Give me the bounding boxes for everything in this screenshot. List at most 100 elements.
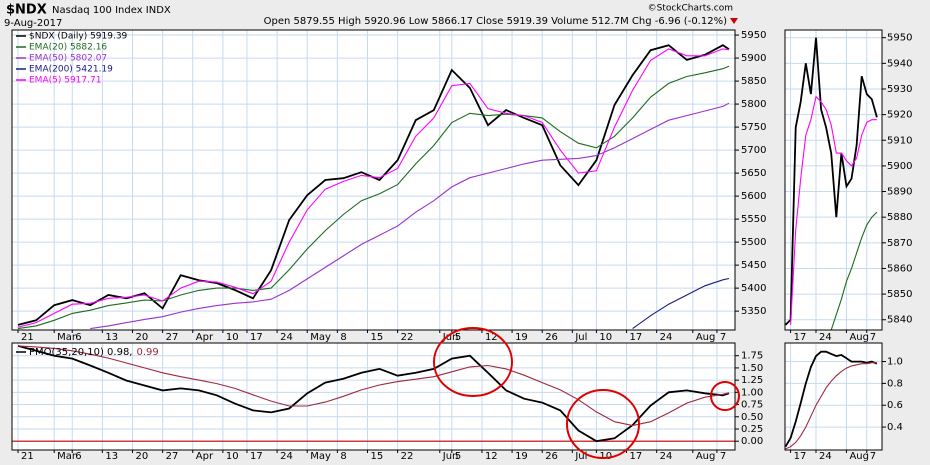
x-tick-label: 21 [21,451,34,462]
y-tick-label: 5800 [741,99,766,110]
change-indicator [730,18,738,24]
x-tick-label: Aug [849,332,869,343]
legend-label: EMA(5) 5917.71 [29,76,101,86]
legend-label: EMA(20) 5882.16 [29,43,107,53]
panel: 5350 5400 5450 5500 5550 5600 5650 5700 5750 5800… [11,29,766,343]
x-tick-label: 24 [660,332,673,343]
series-line [632,277,730,330]
x-tick-label: 22 [401,332,414,343]
x-tick-label: 7 [870,332,876,343]
legend-label: EMA(50) 5802.07 [29,54,107,64]
x-tick-label: 10 [599,332,612,343]
security-name: Nasdaq 100 Index INDX [52,5,171,16]
x-tick-label: Mar [57,332,77,343]
x-tick-label: Jul [574,332,587,343]
x-tick-label: 27 [166,332,179,343]
x-tick-label: 24 [819,451,832,462]
x-tick-label: 21 [21,332,34,343]
x-tick-label: May [310,332,331,343]
x-tick-label: 12 [485,332,498,343]
x-tick-label: 10 [226,451,239,462]
x-tick-label: Jun [442,451,459,462]
series-line [790,95,877,325]
date: 9-Aug-2017 [4,18,62,29]
y-tick-label: 1.0 [887,357,903,368]
x-tick-label: 17 [250,451,263,462]
y-tick-label: 0.4 [887,422,903,433]
x-tick-label: 26 [545,332,558,343]
x-tick-label: 22 [401,451,414,462]
plot-area [785,343,882,450]
series-line [17,345,730,443]
x-tick-label: 17 [630,451,643,462]
y-tick-label: 5750 [741,122,766,133]
x-tick-label: 27 [166,451,179,462]
y-tick-label: 1.75 [741,351,763,362]
symbol: $NDX [6,3,47,18]
panel: 0.4 0.6 0.8 1.0 17 24 Aug 7 [784,342,903,462]
annotations [433,327,740,459]
x-tick-label: 15 [370,332,383,343]
legend-label: PMO(35,20,10) 0.98, [29,347,133,358]
x-tick-label: 19 [515,332,528,343]
y-tick-label: 0.25 [741,424,763,435]
panel: 5840 5850 5860 5870 5880 5890 5900 5910 5920 5930… [784,29,912,343]
y-tick-label: 5880 [887,212,912,223]
y-tick-label: 1.00 [741,387,763,398]
x-tick-label: 24 [280,451,293,462]
x-tick-label: 17 [794,332,807,343]
y-tick-label: 5940 [887,58,912,69]
x-tick-label: Jul [574,451,587,462]
x-tick-label: Apr [196,332,214,343]
x-tick-label: 8 [340,451,346,462]
watermark: ©StockCharts.com [648,4,733,14]
x-tick-label: 19 [515,451,528,462]
y-tick-label: 5890 [887,187,912,198]
y-tick-label: 5870 [887,238,912,249]
y-tick-label: 0.6 [887,400,903,411]
x-tick-label: 20 [136,332,149,343]
series-line [17,48,730,328]
x-tick-label: 17 [250,332,263,343]
x-tick-label: Aug [696,332,716,343]
x-tick-label: Mar [57,451,77,462]
x-tick-label: 24 [819,332,832,343]
y-tick-label: 5950 [887,33,912,44]
x-tick-label: 13 [105,451,118,462]
x-tick-label: 13 [105,332,118,343]
x-tick-label: 17 [630,332,643,343]
x-tick-label: Aug [849,451,869,462]
annotation-circle [433,327,513,397]
x-tick-label: 26 [545,451,558,462]
y-tick-label: 0.75 [741,400,763,411]
y-tick-label: 5850 [887,289,912,300]
y-tick-label: 1.50 [741,363,763,374]
plot-border [11,342,736,451]
y-tick-label: 0.00 [741,436,763,447]
series-line [785,37,878,326]
x-tick-label: Jun [442,332,459,343]
legend-label: $NDX (Daily) 5919.39 [29,32,128,42]
y-tick-label: 5350 [741,306,766,317]
y-tick-label: 5550 [741,214,766,225]
series-line [830,211,878,330]
y-tick-label: 5930 [887,84,912,95]
y-tick-label: 5920 [887,110,912,121]
y-tick-label: 5850 [741,76,766,87]
series-line [785,362,877,450]
annotation-circle [566,389,640,459]
plots: 5350 5400 5450 5500 5550 5600 5650 5700 5750 5800… [11,29,912,462]
series-line [17,44,730,326]
y-tick-label: 5450 [741,260,766,271]
y-tick-label: 5650 [741,168,766,179]
panel: 0.000.250.500.75 1.001.251.501.75 21 Mar 6 13… [11,342,763,462]
series-line [17,65,730,330]
x-tick-label: Aug [696,451,716,462]
legend-label: 0.99 [137,347,159,358]
x-tick-label: 7 [720,451,726,462]
annotation-circle [710,381,740,411]
plot-border [784,29,883,331]
x-tick-label: 15 [370,451,383,462]
x-tick-label: 5 [455,332,461,343]
x-tick-label: 20 [136,451,149,462]
